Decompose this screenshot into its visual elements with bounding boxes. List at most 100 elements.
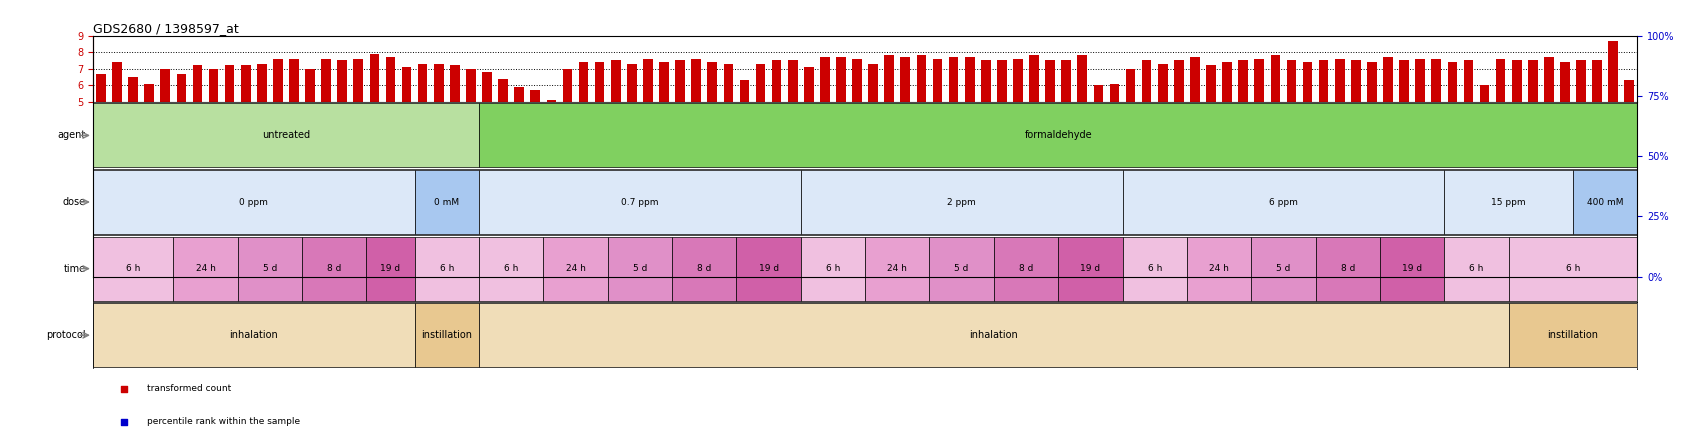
FancyBboxPatch shape <box>544 237 608 301</box>
Bar <box>1382 114 1393 277</box>
FancyBboxPatch shape <box>366 237 415 301</box>
Point <box>891 384 918 391</box>
Text: 5 d: 5 d <box>954 264 969 273</box>
Point <box>1004 389 1031 396</box>
Bar <box>836 114 846 277</box>
Text: 0 ppm: 0 ppm <box>240 198 268 206</box>
Bar <box>466 156 476 277</box>
Point <box>474 430 501 437</box>
Text: 5 d: 5 d <box>633 264 647 273</box>
Bar <box>1335 120 1345 277</box>
Y-axis label: time: time <box>64 264 86 274</box>
Text: inhalation: inhalation <box>230 330 279 340</box>
Point <box>1519 394 1546 401</box>
FancyBboxPatch shape <box>93 103 479 167</box>
Bar <box>111 132 122 277</box>
Bar <box>1560 132 1570 277</box>
Bar <box>885 108 895 277</box>
Bar <box>306 156 316 277</box>
FancyBboxPatch shape <box>864 237 930 301</box>
Bar <box>451 144 459 277</box>
Text: 5 d: 5 d <box>1276 264 1291 273</box>
Point <box>265 389 292 396</box>
FancyBboxPatch shape <box>93 303 415 367</box>
Bar <box>692 120 701 277</box>
FancyBboxPatch shape <box>1381 237 1445 301</box>
Bar <box>225 144 235 277</box>
Bar <box>483 168 491 277</box>
Bar <box>1271 108 1280 277</box>
Bar <box>1577 126 1585 277</box>
Point <box>827 384 854 391</box>
Bar <box>1222 132 1232 277</box>
Bar <box>658 132 668 277</box>
Bar <box>1158 138 1168 277</box>
Point <box>1504 394 1531 401</box>
Point <box>1263 381 1290 388</box>
Bar <box>579 132 589 277</box>
Bar <box>1141 126 1151 277</box>
Bar <box>1350 126 1361 277</box>
Point <box>1438 399 1465 406</box>
Point <box>233 411 260 418</box>
Bar <box>1109 210 1119 277</box>
Bar <box>1367 132 1377 277</box>
Bar <box>192 144 203 277</box>
Point <box>152 411 179 418</box>
FancyBboxPatch shape <box>1445 170 1573 234</box>
Bar <box>370 102 380 277</box>
Text: 19 d: 19 d <box>1403 264 1423 273</box>
FancyBboxPatch shape <box>479 103 1637 167</box>
Point <box>248 401 275 408</box>
Point <box>795 406 822 413</box>
Point <box>361 381 388 388</box>
Point <box>441 403 468 410</box>
Point <box>763 394 790 401</box>
Point <box>667 394 694 401</box>
Bar <box>1545 114 1553 277</box>
Point <box>859 401 886 408</box>
Text: 6 h: 6 h <box>1566 264 1580 273</box>
Point <box>425 399 452 406</box>
Point <box>923 389 950 396</box>
Bar <box>933 120 942 277</box>
Text: 8 d: 8 d <box>1020 264 1033 273</box>
Text: transformed count: transformed count <box>147 384 231 393</box>
Point <box>376 384 403 391</box>
Point <box>682 389 709 396</box>
Text: percentile rank within the sample: percentile rank within the sample <box>147 417 300 426</box>
FancyBboxPatch shape <box>415 237 479 301</box>
Bar <box>1077 108 1087 277</box>
Bar <box>96 174 106 277</box>
Bar <box>530 234 540 277</box>
FancyBboxPatch shape <box>672 237 736 301</box>
Point <box>1536 384 1563 391</box>
Point <box>571 401 598 408</box>
Bar <box>966 114 974 277</box>
Bar <box>273 120 282 277</box>
Bar <box>353 120 363 277</box>
Point <box>1423 389 1450 396</box>
Bar <box>1528 126 1538 277</box>
FancyBboxPatch shape <box>302 237 366 301</box>
Bar <box>1207 144 1215 277</box>
Point <box>329 394 356 401</box>
Text: 24 h: 24 h <box>1209 264 1229 273</box>
FancyBboxPatch shape <box>800 170 1123 234</box>
Point <box>103 418 130 425</box>
FancyBboxPatch shape <box>930 237 994 301</box>
Point <box>699 399 726 406</box>
FancyBboxPatch shape <box>1509 237 1637 301</box>
Point <box>393 406 420 413</box>
Point <box>1455 394 1482 401</box>
FancyBboxPatch shape <box>1058 237 1123 301</box>
Point <box>1278 394 1305 401</box>
Bar <box>594 132 604 277</box>
Text: 15 ppm: 15 ppm <box>1491 198 1526 206</box>
Point <box>714 403 741 410</box>
Bar <box>338 126 348 277</box>
FancyBboxPatch shape <box>1573 170 1637 234</box>
Bar <box>756 138 765 277</box>
Bar <box>419 138 427 277</box>
Point <box>110 418 137 425</box>
